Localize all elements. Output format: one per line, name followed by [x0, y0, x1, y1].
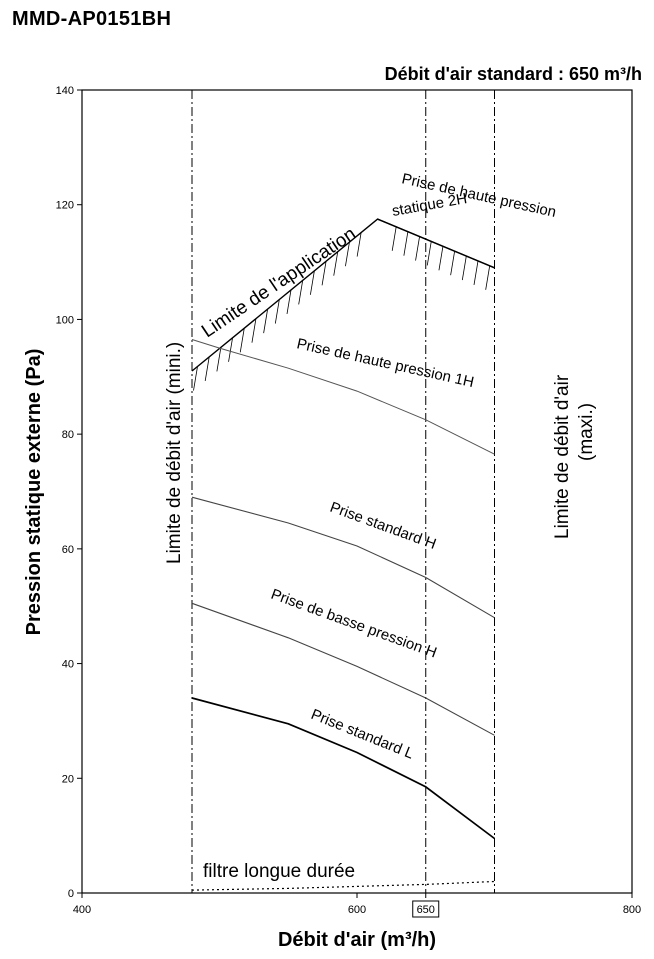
- x-tick-label: 650: [417, 904, 435, 916]
- hatch-stroke: [333, 251, 339, 276]
- hatch-stroke: [193, 366, 198, 391]
- y-tick-label: 120: [56, 200, 74, 212]
- x-tick-label: 400: [73, 904, 91, 916]
- y-tick-label: 80: [62, 429, 74, 441]
- hatch-stroke: [239, 328, 245, 353]
- series-2h-curve: [377, 218, 495, 269]
- hatch-stroke: [391, 226, 397, 251]
- series-low-pressure-h-curve: [191, 602, 495, 736]
- y-tick-label: 20: [62, 773, 74, 785]
- y-tick-label: 40: [62, 659, 74, 671]
- hatch-stroke: [298, 280, 304, 305]
- hatch-stroke: [426, 241, 432, 266]
- label-standard-h: Prise standard H: [328, 499, 439, 553]
- series-filter-curve: [191, 880, 495, 891]
- label-filter: filtre longue durée: [203, 861, 355, 882]
- y-tick-label: 100: [56, 314, 74, 326]
- curve-labels: Prise de haute pression statique 2H Pris…: [23, 64, 642, 951]
- hatch-stroke: [321, 261, 327, 286]
- hatch-stroke: [216, 347, 222, 372]
- x-tick-label: 600: [348, 904, 366, 916]
- y-axis-title: Pression statique externe (Pa): [23, 349, 45, 636]
- hatch-stroke: [345, 242, 350, 267]
- hatch-stroke: [403, 231, 409, 256]
- label-max-flow: Limite de débit d'air: [552, 374, 573, 539]
- hatch-stroke: [473, 260, 479, 285]
- hatch-stroke: [356, 232, 362, 257]
- hatch-stroke: [415, 236, 420, 261]
- hatch-stroke: [309, 270, 315, 295]
- label-min-flow: Limite de débit d'air (mini.): [164, 342, 185, 564]
- standard-flow-tick-box: [412, 900, 440, 918]
- flow-limit-lines: [191, 90, 495, 893]
- standard-flow-note: Débit d'air standard : 650 m³/h: [385, 64, 642, 84]
- hatch-stroke: [263, 309, 269, 334]
- hatch-stroke: [485, 265, 491, 290]
- y-tick-label: 60: [62, 544, 74, 556]
- series-curves: [191, 218, 496, 891]
- hatch-stroke: [204, 356, 210, 382]
- x-axis-ticks: 400 600 650 800: [73, 893, 641, 918]
- y-tick-label: 0: [68, 888, 74, 900]
- model-title: MMD-AP0151BH: [12, 8, 172, 30]
- label-2h-line2: statique 2H: [391, 190, 469, 220]
- series-standard-l-curve: [191, 697, 496, 840]
- y-tick-label: 140: [56, 85, 74, 97]
- hatch-stroke: [450, 251, 456, 276]
- label-application-limit: Limite de l'application: [198, 223, 360, 342]
- hatch-stroke: [228, 337, 233, 362]
- label-1h: Prise de haute pression 1H: [295, 335, 475, 391]
- series-standard-h-curve: [191, 496, 495, 619]
- hatch-stroke: [286, 289, 292, 315]
- series-1h-curve: [191, 339, 495, 455]
- hatch-stroke: [274, 299, 280, 324]
- x-axis-title: Débit d'air (m³/h): [278, 929, 436, 951]
- label-max-flow-2: (maxi.): [576, 403, 597, 461]
- x-tick-label: 800: [623, 904, 641, 916]
- hatch-stroke: [251, 318, 257, 343]
- label-standard-l: Prise standard L: [309, 706, 417, 763]
- y-axis-ticks: 0 20 40 60 80 100 120 140: [56, 85, 82, 900]
- hatch-stroke: [438, 246, 444, 271]
- hatch-stroke: [461, 255, 467, 281]
- label-low-pressure-h: Prise de basse pression H: [269, 586, 439, 662]
